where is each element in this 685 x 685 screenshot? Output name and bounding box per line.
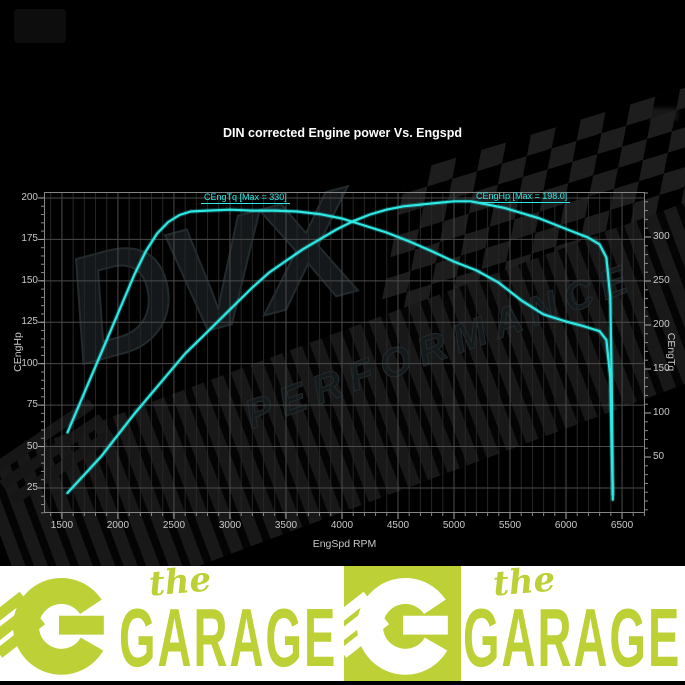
x-tick-label: 5000 (442, 520, 466, 531)
x-tick-label: 4000 (330, 520, 354, 531)
wordmark-garage: GARAGE (119, 590, 338, 681)
wordmark-garage: GARAGE (463, 590, 682, 681)
y-right-tick-label: 150 (653, 363, 670, 374)
y-left-tick-label: 75 (26, 399, 38, 411)
plot-area (38, 192, 651, 519)
torque-max-annotation: CEngTq [Max = 330] (201, 192, 290, 204)
garage-g-logo-icon (344, 577, 454, 675)
garage-banner: the GARAGE the GARAGE (0, 566, 685, 681)
garage-logo-tile-lime (344, 566, 461, 681)
x-tick-label: 3000 (218, 520, 242, 531)
x-tick-label: 2000 (106, 520, 130, 531)
y-right-tick-label: 50 (653, 451, 665, 463)
y-right-tick-label: 250 (653, 274, 670, 286)
watermark-topleft-box (14, 9, 66, 43)
x-tick-label: 1500 (50, 520, 74, 531)
y-right-tick-label: 300 (653, 230, 670, 242)
garage-g-logo-icon (0, 577, 110, 675)
garage-wordmark-1: the GARAGE (117, 566, 344, 681)
y-left-tick-label: 150 (21, 274, 38, 286)
chart-title: DIN corrected Engine power Vs. Engspd (223, 126, 462, 140)
x-tick-label: 2500 (162, 520, 186, 531)
y-left-tick-label: 125 (21, 316, 38, 328)
y-right-tick-label: 100 (653, 407, 670, 418)
garage-wordmark-2: the GARAGE (461, 566, 685, 681)
y-right-tick-label: 200 (653, 318, 670, 330)
y-left-tick-label: 100 (21, 357, 38, 369)
y-left-tick-label: 200 (21, 191, 38, 203)
x-tick-label: 6500 (610, 520, 634, 531)
x-tick-label: 5500 (498, 520, 522, 531)
power-max-annotation: CEngHp [Max = 198.0] (473, 191, 571, 203)
y-left-tick-label: 175 (21, 233, 38, 245)
garage-logo-tile-light (0, 566, 117, 681)
x-axis-label: EngSpd RPM (312, 538, 377, 550)
y-left-tick-label: 50 (26, 440, 38, 452)
x-tick-label: 4500 (386, 520, 410, 531)
y-left-tick-label: 25 (26, 481, 38, 493)
dyno-chart: DVX PERFORMANCE DIN corrected Engine pow… (0, 9, 685, 566)
x-tick-label: 6000 (554, 520, 578, 531)
x-tick-label: 3500 (274, 520, 298, 531)
